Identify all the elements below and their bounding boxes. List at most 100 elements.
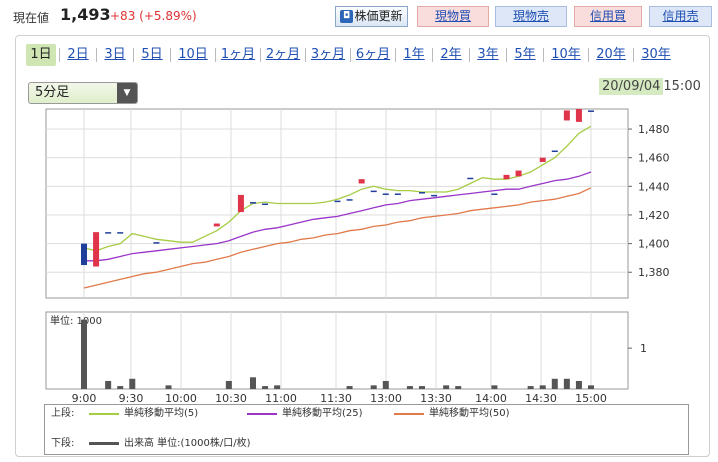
volume-bar xyxy=(382,380,389,389)
volume-bar xyxy=(274,385,281,389)
tab-period-11[interactable]: 3年 xyxy=(477,47,499,62)
volume-bar xyxy=(225,380,232,389)
y-tick-label: 1,460 xyxy=(638,152,670,165)
x-tick-label: 15:00 xyxy=(575,392,607,405)
chart-panel: 1日 2日 3日 5日 10日 1ヶ月 2ヶ月 3ヶ月 6ヶ月 1年 2年 3年 5年 10年 20年 30年… xyxy=(15,35,710,457)
update-price-button[interactable]: ◘ 株価更新 xyxy=(335,6,408,27)
candle-up xyxy=(503,174,510,180)
volume-bar xyxy=(406,386,413,389)
x-tick-label: 9:30 xyxy=(119,392,144,405)
volume-bar xyxy=(588,385,594,389)
volume-bar xyxy=(455,386,462,389)
legend-ma5-swatch xyxy=(89,413,119,415)
x-tick-label: 13:30 xyxy=(420,392,452,405)
candle-doji xyxy=(370,190,377,193)
legend-ma25-swatch xyxy=(247,413,277,415)
tab-period-10[interactable]: 2年 xyxy=(440,47,462,62)
volume-bar xyxy=(551,378,558,389)
interval-select[interactable]: 5分足 ▼ xyxy=(28,82,138,104)
tab-separator xyxy=(59,48,60,62)
tab-period-8[interactable]: 6ヶ月 xyxy=(355,47,391,62)
volume-bar xyxy=(262,386,269,389)
y-tick-label: 1,400 xyxy=(638,238,670,251)
volume-bar xyxy=(105,380,112,389)
candle-doji xyxy=(382,193,389,195)
spot-buy-button[interactable]: 現物買 xyxy=(417,6,489,27)
candle-up xyxy=(539,157,546,162)
legend-volume-swatch xyxy=(89,442,119,445)
volume-bar xyxy=(250,377,256,389)
x-tick-label: 9:00 xyxy=(72,392,97,405)
candle-up xyxy=(213,223,220,227)
volume-bar xyxy=(165,385,172,389)
volume-bar xyxy=(129,378,136,389)
legend-ma5: 単純移動平均(5) xyxy=(89,407,239,421)
lower-plot-frame xyxy=(45,311,629,390)
legend-upper-label: 上段: xyxy=(51,408,75,419)
candle-doji xyxy=(467,177,474,180)
candle-doji xyxy=(153,242,160,244)
volume-bar xyxy=(563,378,570,389)
update-price-label: 株価更新 xyxy=(354,9,403,23)
x-tick-label: 13:00 xyxy=(370,392,402,405)
volume-bar xyxy=(539,385,546,389)
candle-doji xyxy=(262,203,269,205)
upper-plot-frame xyxy=(45,108,629,299)
margin-sell-button[interactable]: 信用売 xyxy=(649,6,712,27)
volume-bar xyxy=(491,385,498,389)
tab-period-1[interactable]: 2日 xyxy=(67,47,89,62)
legend-ma50-label: 単純移動平均(50) xyxy=(429,408,510,419)
volume-bar xyxy=(575,380,582,389)
tab-period-9[interactable]: 1年 xyxy=(403,47,425,62)
tab-separator xyxy=(305,48,306,62)
tab-period-3[interactable]: 5日 xyxy=(141,47,163,62)
x-tick-label: 10:00 xyxy=(165,392,197,405)
x-tick-label: 10:30 xyxy=(215,392,247,405)
tab-period-7[interactable]: 3ヶ月 xyxy=(310,47,346,62)
candle-doji xyxy=(394,193,401,195)
x-tick-label: 11:30 xyxy=(320,392,352,405)
candle-up xyxy=(237,194,244,213)
tab-period-13[interactable]: 10年 xyxy=(551,47,581,62)
legend-volume: 出来高 単位:(1000株/口/枚) xyxy=(89,437,339,451)
legend-ma50-swatch xyxy=(394,413,424,415)
x-tick-label: 14:00 xyxy=(475,392,507,405)
y-tick-label: 1,440 xyxy=(638,180,670,193)
x-tick-label: 14:30 xyxy=(525,392,557,405)
chart-date: 20/09/04 xyxy=(599,78,664,95)
candle-doji xyxy=(334,200,341,203)
candle-up xyxy=(515,170,522,177)
spot-sell-button[interactable]: 現物売 xyxy=(495,6,567,27)
legend-ma50: 単純移動平均(50) xyxy=(394,407,544,421)
volume-y-tick-label: 1 xyxy=(640,342,647,355)
candle-doji xyxy=(588,110,594,112)
tab-separator xyxy=(215,48,216,62)
candle-doji xyxy=(250,202,256,204)
y-tick-label: 1,480 xyxy=(638,123,670,136)
tab-period-2[interactable]: 3日 xyxy=(104,47,126,62)
candle-doji xyxy=(551,150,558,153)
legend-lower-label: 下段: xyxy=(51,438,75,449)
x-tick-label: 11:00 xyxy=(265,392,297,405)
tab-period-4[interactable]: 10日 xyxy=(178,47,208,62)
chevron-down-icon: ▼ xyxy=(117,83,137,103)
legend-ma25: 単純移動平均(25) xyxy=(247,407,397,421)
interval-selected-value: 5分足 xyxy=(35,85,70,100)
current-price: 1,493 xyxy=(60,5,111,24)
tab-period-14[interactable]: 20年 xyxy=(596,47,626,62)
candle-doji xyxy=(105,232,112,234)
tab-period-0[interactable]: 1日 xyxy=(26,44,56,66)
tab-period-15[interactable]: 30年 xyxy=(641,47,671,62)
candle-doji xyxy=(346,199,353,201)
ma50-line xyxy=(83,187,592,289)
volume-bar xyxy=(117,386,124,389)
tab-separator xyxy=(96,48,97,62)
tab-period-12[interactable]: 5年 xyxy=(514,47,536,62)
tab-period-5[interactable]: 1ヶ月 xyxy=(220,47,256,62)
chart-timestamp: 20/09/04 15:00 xyxy=(599,78,701,95)
margin-buy-button[interactable]: 信用買 xyxy=(574,6,642,27)
tab-period-6[interactable]: 2ヶ月 xyxy=(265,47,301,62)
volume-bar xyxy=(370,385,377,389)
candle-doji xyxy=(117,232,124,234)
candle-doji xyxy=(491,193,498,195)
